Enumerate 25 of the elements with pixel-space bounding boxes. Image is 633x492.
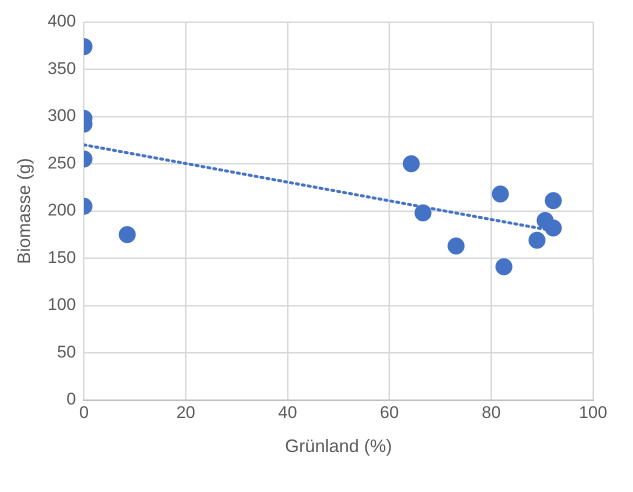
x-tick-label: 40 xyxy=(278,402,298,422)
y-tick-label: 200 xyxy=(48,200,76,220)
x-tick-label: 0 xyxy=(79,402,89,422)
y-tick-label: 300 xyxy=(48,106,76,126)
point xyxy=(544,192,562,210)
y-tick-label: 250 xyxy=(48,153,76,172)
x-tick-label: 20 xyxy=(176,402,196,422)
x-tick-label: 80 xyxy=(482,402,501,422)
point xyxy=(448,237,465,254)
point xyxy=(544,220,562,237)
y-tick-label: 100 xyxy=(48,295,76,314)
x-tick-label: 100 xyxy=(578,402,608,422)
y-tick-label: 150 xyxy=(48,248,76,267)
point xyxy=(528,232,546,249)
y-tick-label: 50 xyxy=(57,342,76,362)
y-tick-label: 400 xyxy=(48,12,76,31)
point xyxy=(414,204,432,222)
y-axis-title: Biomasse (g) xyxy=(14,158,34,264)
y-tick-label: 0 xyxy=(66,390,76,409)
x-axis-title: Grünland (%) xyxy=(284,436,392,456)
point xyxy=(492,185,509,202)
x-tick-label: 60 xyxy=(380,402,399,422)
y-tick-label: 350 xyxy=(48,58,76,78)
point xyxy=(495,258,512,276)
point xyxy=(402,155,420,172)
